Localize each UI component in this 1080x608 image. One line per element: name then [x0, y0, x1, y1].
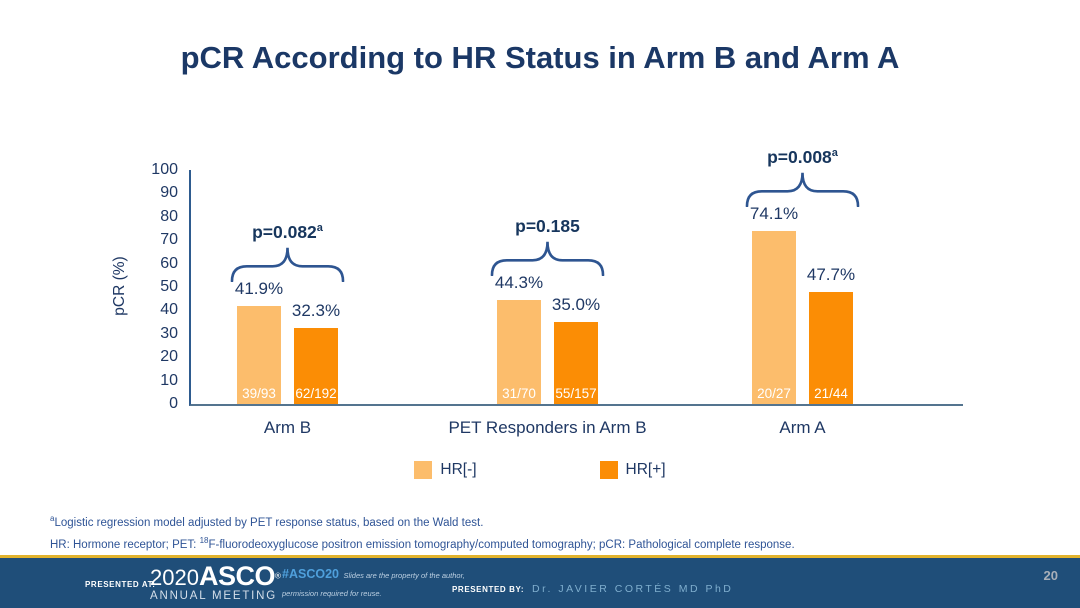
y-tick-label: 60 — [160, 254, 178, 272]
bar-hr-negative: 44.3% 31/70 — [495, 273, 543, 404]
bar-fraction-label: 31/70 — [502, 386, 536, 401]
legend-item-hr-positive: HR[+] — [599, 461, 666, 479]
curly-brace-icon — [230, 245, 345, 282]
footer-bar: PRESENTED AT: 2020ASCO® ANNUAL MEETING #A… — [0, 555, 1080, 608]
hr-positive-swatch — [599, 461, 618, 479]
presented-at-label: PRESENTED AT: — [85, 580, 156, 589]
x-axis-label: PET Responders in Arm B — [448, 418, 647, 437]
footnote-wald-test: aLogistic regression model adjusted by P… — [50, 514, 484, 529]
y-tick-label: 30 — [160, 324, 178, 342]
y-axis-ticks: 0 10 20 30 40 50 60 70 80 90 100 — [130, 161, 178, 412]
y-tick-label: 40 — [160, 301, 178, 319]
presenter-name: Dr. JAVIER CORTÉS MD PhD — [532, 583, 734, 595]
bar-hr-negative: 74.1% 20/27 — [750, 204, 798, 404]
bar-fraction-label: 62/192 — [295, 386, 337, 401]
y-tick-label: 10 — [160, 371, 178, 389]
chart-legend: HR[-] HR[+] — [0, 461, 1080, 479]
asco-logo-year: 2020 — [150, 565, 199, 590]
bar-value-label: 32.3% — [291, 301, 341, 321]
y-tick-label: 70 — [160, 231, 178, 249]
y-tick-label: 50 — [160, 278, 178, 295]
y-tick-label: 90 — [160, 184, 178, 202]
bar-fraction-label: 39/93 — [242, 386, 276, 401]
y-tick-label: 100 — [151, 161, 178, 178]
asco-logo-org: ASCO — [198, 561, 276, 591]
bar-fraction-label: 20/27 — [757, 386, 791, 401]
x-axis-label: Arm B — [263, 418, 312, 437]
bar-fraction-label: 21/44 — [814, 386, 848, 401]
registered-mark-icon: ® — [274, 571, 281, 581]
bar-hr-positive: 47.7% 21/44 — [807, 265, 855, 404]
slide-title: pCR According to HR Status in Arm B and … — [180, 40, 900, 75]
hashtag-block: #ASCO20 Slides are the property of the a… — [282, 565, 465, 601]
bar-value-label: 44.3% — [494, 273, 544, 293]
curly-brace-icon — [490, 239, 605, 276]
y-tick-label: 0 — [169, 395, 178, 412]
bar-value-label: 41.9% — [234, 278, 284, 298]
legend-label-hr-negative: HR[-] — [440, 461, 477, 478]
asco-logo: 2020ASCO® ANNUAL MEETING — [150, 561, 281, 602]
bar-group: 74.1% 20/27 47.7% 21/44 p=0.008a Arm A — [750, 147, 855, 437]
p-value-label: p=0.008a — [767, 146, 838, 167]
legend-item-hr-negative: HR[-] — [414, 461, 477, 479]
p-value-annotation: p=0.008a — [745, 147, 860, 207]
footnote-abbreviations: HR: Hormone receptor; PET: 18F-fluorodeo… — [50, 536, 795, 551]
hashtag-label: #ASCO20 — [282, 567, 339, 581]
bar-hr-positive: 32.3% 62/192 — [292, 301, 340, 404]
y-tick-label: 20 — [160, 348, 178, 366]
disclaimer-line-1: Slides are the property of the author, — [343, 571, 465, 580]
bar-value-label: 47.7% — [806, 265, 856, 285]
page-number: 20 — [1043, 568, 1058, 583]
disclaimer-line-2: permission required for reuse. — [282, 589, 382, 598]
x-axis-label: Arm A — [779, 418, 826, 437]
curly-brace-icon — [745, 170, 860, 207]
presented-by-label: PRESENTED BY: — [452, 585, 525, 594]
hr-negative-swatch — [414, 461, 433, 479]
p-value-annotation: p=0.185 — [490, 216, 605, 276]
y-axis-title: pCR (%) — [111, 256, 128, 316]
asco-logo-subtitle: ANNUAL MEETING — [150, 589, 278, 602]
bar-value-label: 35.0% — [551, 295, 601, 315]
legend-label-hr-positive: HR[+] — [625, 461, 666, 478]
bar-fraction-label: 55/157 — [555, 386, 597, 401]
bar-group: 44.3% 31/70 35.0% 55/157 p=0.185 PET Responde… — [448, 170, 646, 437]
bar-hr-positive: 35.0% 55/157 — [552, 295, 600, 404]
y-tick-label: 80 — [160, 207, 178, 225]
bar-value-label: 74.1% — [749, 203, 799, 223]
bar-group: 41.9% 39/93 32.3% 62/192 p=0.082a Arm B — [235, 170, 340, 437]
p-value-annotation: p=0.082a — [230, 222, 345, 282]
plot-area: 41.9% 39/93 32.3% 62/192 p=0.082a Arm B 44.3% 3… — [189, 147, 963, 437]
p-value-label: p=0.185 — [515, 216, 580, 237]
bar-hr-negative: 41.9% 39/93 — [235, 279, 283, 404]
reuse-disclaimer: Slides are the property of the author, p… — [282, 571, 465, 598]
p-value-label: p=0.082a — [252, 221, 323, 242]
